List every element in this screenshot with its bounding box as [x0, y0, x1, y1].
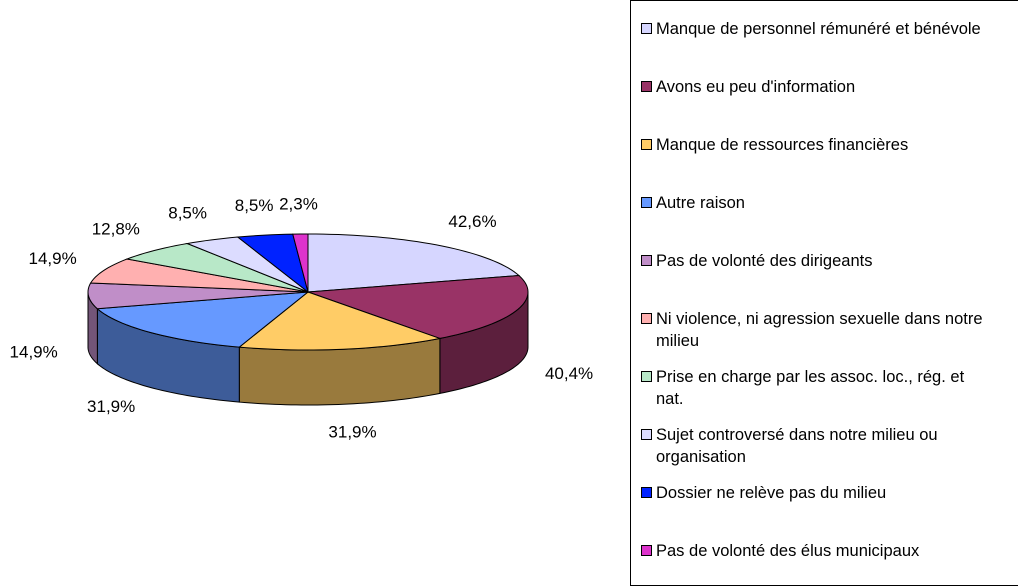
legend-item: Ni violence, ni agression sexuelle dans … [641, 308, 991, 352]
legend-label: Avons eu peu d'information [656, 78, 856, 96]
legend-label: Dossier ne relève pas du milieu [656, 484, 887, 502]
legend-swatch [641, 371, 652, 382]
legend-swatch [641, 255, 652, 266]
data-label: 40,4% [545, 364, 593, 383]
legend-label: Prise en charge par les assoc. loc., rég… [656, 368, 965, 408]
data-label: 31,9% [328, 422, 376, 441]
legend-item: Manque de ressources financières [641, 134, 991, 156]
legend-label: Ni violence, ni agression sexuelle dans … [656, 310, 983, 350]
legend-item: Autre raison [641, 192, 991, 214]
legend-item: Pas de volonté des élus municipaux [641, 540, 991, 562]
data-label: 8,5% [168, 203, 207, 222]
legend-item: Prise en charge par les assoc. loc., rég… [641, 366, 991, 410]
slice [237, 291, 442, 351]
data-label: 14,9% [29, 249, 77, 268]
legend-item: Avons eu peu d'information [641, 76, 991, 98]
slice [236, 233, 309, 294]
slice [307, 274, 529, 339]
legend-swatch [641, 313, 652, 324]
data-label: 14,9% [10, 342, 58, 361]
legend-swatch [641, 429, 652, 440]
legend: Manque de personnel rémunéré et bénévole… [630, 0, 1018, 586]
slice [125, 243, 309, 293]
legend-label: Manque de personnel rémunéré et bénévole [656, 20, 981, 38]
legend-item: Manque de personnel rémunéré et bénévole [641, 18, 991, 40]
legend-item: Sujet controversé dans notre milieu ou o… [641, 424, 991, 468]
slice [185, 236, 309, 293]
slice [87, 282, 309, 310]
data-label: 42,6% [448, 212, 496, 231]
data-label: 8,5% [235, 196, 274, 215]
legend-swatch [641, 487, 652, 498]
pie-area: 42,6% 40,4% 31,9% 31,9% 14,9% 14,9% 12,8% 8,5% 8… [10, 195, 594, 442]
data-label: 2,3% [279, 195, 318, 214]
legend-swatch [641, 545, 652, 556]
legend-swatch [641, 139, 652, 150]
slice [96, 291, 310, 348]
legend-label: Sujet controversé dans notre milieu ou o… [656, 426, 938, 466]
legend-item: Pas de volonté des dirigeants [641, 250, 991, 272]
legend-swatch [641, 23, 652, 34]
legend-label: Autre raison [656, 194, 745, 212]
slice [307, 233, 521, 293]
data-label: 31,9% [87, 397, 135, 416]
legend-label: Manque de ressources financières [656, 136, 909, 154]
data-label: 12,8% [92, 219, 140, 238]
slice [292, 233, 309, 293]
legend-item: Dossier ne relève pas du milieu [641, 482, 991, 504]
legend-label: Pas de volonté des dirigeants [656, 252, 873, 270]
legend-swatch [641, 81, 652, 92]
slice [89, 258, 309, 293]
legend-label: Pas de volonté des élus municipaux [656, 542, 920, 560]
legend-swatch [641, 197, 652, 208]
